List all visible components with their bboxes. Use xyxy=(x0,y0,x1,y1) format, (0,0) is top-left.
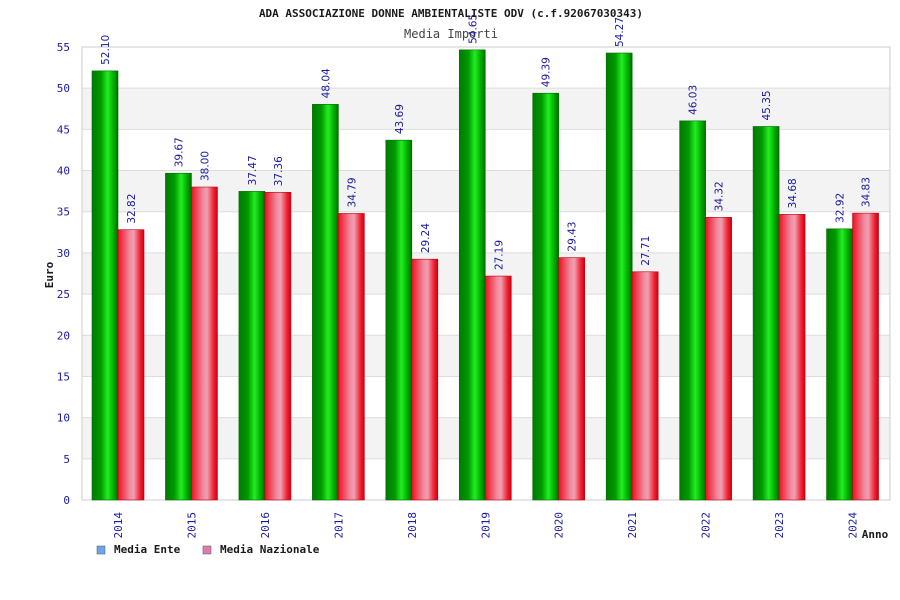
value-label: 37.47 xyxy=(247,155,259,185)
value-label: 34.79 xyxy=(346,177,358,207)
value-label: 54.65 xyxy=(467,14,479,44)
y-axis-ticks: 0 5 10 15 20 25 30 35 40 45 50 55 xyxy=(57,41,70,507)
bar-media-ente-2016 xyxy=(238,191,266,501)
y-tick-label: 5 xyxy=(63,453,70,466)
x-tick-label: 2022 xyxy=(700,512,713,539)
value-label: 52.10 xyxy=(100,35,112,65)
bars xyxy=(91,49,879,501)
value-label: 32.92 xyxy=(835,193,847,223)
value-label: 32.82 xyxy=(126,194,138,224)
bar-media-ente-2015 xyxy=(165,172,192,501)
value-label: 27.19 xyxy=(493,240,505,270)
bar-media-ente-2020 xyxy=(532,92,560,501)
x-tick-label: 2021 xyxy=(626,512,639,539)
y-tick-label: 10 xyxy=(57,412,70,425)
plot-band xyxy=(82,88,890,130)
legend-swatch-media-nazionale xyxy=(202,545,212,555)
bar-media-ente-2022 xyxy=(679,120,706,501)
y-tick-label: 55 xyxy=(57,41,70,54)
y-tick-label: 25 xyxy=(57,288,70,301)
bar-media-nazionale-2024 xyxy=(852,212,879,501)
chart-title: ADA ASSOCIAZIONE DONNE AMBIENTALISTE ODV… xyxy=(259,7,643,20)
x-tick-label: 2015 xyxy=(185,512,198,539)
y-tick-label: 35 xyxy=(57,206,70,219)
value-label: 48.04 xyxy=(320,68,332,98)
value-label: 34.68 xyxy=(787,178,799,208)
x-axis-label: Anno xyxy=(862,528,889,541)
y-axis-label: Euro xyxy=(43,261,56,288)
y-tick-label: 15 xyxy=(57,370,70,383)
value-label: 27.71 xyxy=(640,236,652,266)
value-label: 43.69 xyxy=(394,104,406,134)
y-tick-label: 45 xyxy=(57,123,70,136)
legend-label-media-ente: Media Ente xyxy=(114,543,181,556)
value-label: 37.36 xyxy=(273,156,285,186)
bar-media-nazionale-2020 xyxy=(558,257,586,501)
value-label: 45.35 xyxy=(761,90,773,120)
bar-media-nazionale-2018 xyxy=(411,258,439,501)
legend-swatch-media-ente xyxy=(96,545,106,555)
x-tick-label: 2019 xyxy=(479,512,492,539)
bar-media-nazionale-2023 xyxy=(778,214,806,501)
bar-media-ente-2017 xyxy=(312,104,339,501)
bar-media-ente-2018 xyxy=(385,139,413,501)
plot-band xyxy=(82,47,890,89)
x-tick-label: 2023 xyxy=(773,512,786,539)
bar-media-ente-2019 xyxy=(458,49,486,501)
x-tick-label: 2016 xyxy=(259,512,272,539)
bar-media-ente-2014 xyxy=(91,70,119,501)
y-tick-label: 20 xyxy=(57,329,70,342)
value-label: 49.39 xyxy=(541,57,553,87)
value-label: 46.03 xyxy=(688,85,700,115)
bar-media-ente-2024 xyxy=(826,228,853,501)
x-tick-label: 2017 xyxy=(332,512,345,539)
value-label: 29.43 xyxy=(567,222,579,252)
bar-media-nazionale-2019 xyxy=(484,275,512,501)
bar-media-nazionale-2016 xyxy=(264,191,292,501)
bar-media-nazionale-2017 xyxy=(338,213,365,501)
legend: Media Ente Media Nazionale xyxy=(96,543,320,556)
bar-media-nazionale-2015 xyxy=(191,186,218,501)
value-label: 54.27 xyxy=(614,17,626,47)
bar-media-nazionale-2022 xyxy=(705,217,732,501)
bar-media-ente-2023 xyxy=(752,126,780,501)
legend-label-media-nazionale: Media Nazionale xyxy=(220,543,320,556)
value-label: 39.67 xyxy=(173,137,185,167)
x-tick-label: 2014 xyxy=(112,512,125,539)
y-tick-label: 0 xyxy=(63,494,70,507)
x-tick-label: 2020 xyxy=(553,512,566,539)
x-tick-label: 2018 xyxy=(406,512,419,539)
value-labels: 52.10 32.82 39.67 38.00 37.47 37.36 48.04 34.79… xyxy=(100,14,873,270)
x-tick-label: 2024 xyxy=(847,512,860,539)
value-label: 38.00 xyxy=(199,151,211,181)
y-tick-label: 30 xyxy=(57,247,70,260)
bar-media-nazionale-2014 xyxy=(117,229,145,501)
y-tick-label: 50 xyxy=(57,82,70,95)
bar-media-ente-2021 xyxy=(605,52,633,501)
chart-subtitle: Media Importi xyxy=(404,27,498,41)
x-axis-ticks: 2014 2015 2016 2017 2018 2019 2020 2021 2022 2023… xyxy=(112,512,860,539)
y-tick-label: 40 xyxy=(57,165,70,178)
bar-media-nazionale-2021 xyxy=(631,271,659,501)
value-label: 34.32 xyxy=(714,181,726,211)
value-label: 34.83 xyxy=(861,177,873,207)
value-label: 29.24 xyxy=(420,223,432,253)
